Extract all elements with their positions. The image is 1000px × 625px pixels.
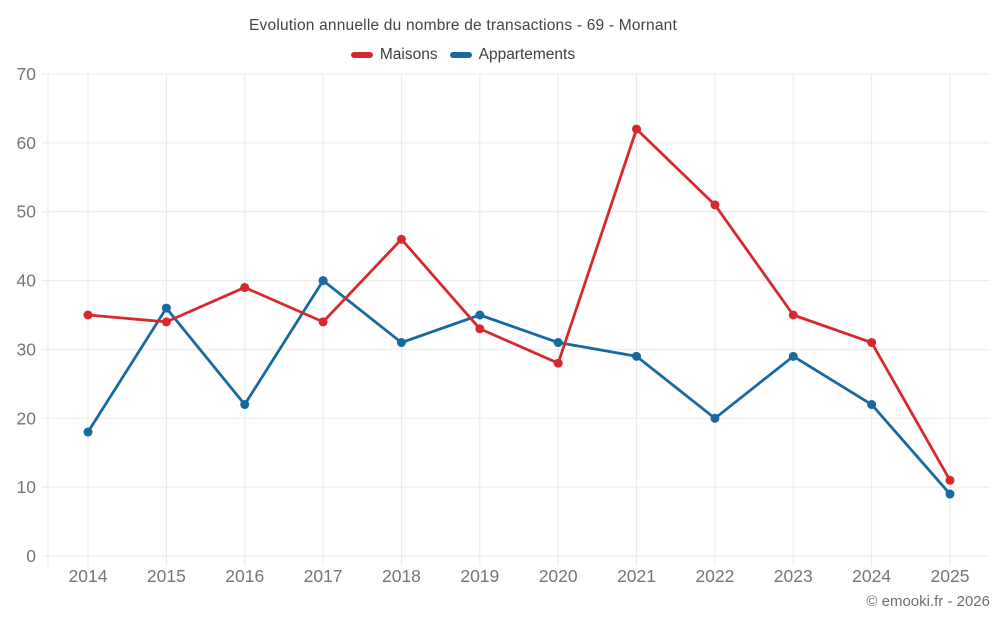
point-maisons-2022[interactable]	[710, 200, 720, 210]
x-tick-label-2017: 2017	[304, 566, 343, 586]
point-maisons-2024[interactable]	[867, 338, 877, 348]
legend-label-appartements: Appartements	[478, 46, 576, 63]
x-tick-label-2024: 2024	[852, 566, 891, 586]
point-appartements-2023[interactable]	[788, 351, 798, 361]
point-appartements-2015[interactable]	[161, 303, 171, 313]
legend-item-appartements[interactable]: Appartements	[449, 46, 576, 64]
x-tick-label-2022: 2022	[695, 566, 734, 586]
x-tick-label-2020: 2020	[539, 566, 578, 586]
x-tick-label-2023: 2023	[774, 566, 813, 586]
y-tick-label-40: 40	[17, 271, 37, 291]
point-maisons-2023[interactable]	[788, 310, 798, 320]
point-maisons-2017[interactable]	[318, 317, 328, 327]
y-tick-label-60: 60	[17, 133, 37, 153]
x-tick-label-2018: 2018	[382, 566, 421, 586]
y-tick-label-50: 50	[17, 202, 37, 222]
x-tick-label-2021: 2021	[617, 566, 656, 586]
x-tick-label-2015: 2015	[147, 566, 186, 586]
chart-legend: Maisons Appartements	[0, 46, 926, 64]
x-tick-label-2025: 2025	[931, 566, 970, 586]
point-appartements-2024[interactable]	[867, 400, 877, 410]
legend-label-maisons: Maisons	[379, 46, 438, 63]
point-maisons-2020[interactable]	[553, 358, 563, 368]
y-tick-label-10: 10	[17, 477, 37, 497]
line-maisons	[86, 127, 952, 482]
x-tick-label-2019: 2019	[460, 566, 499, 586]
y-tick-label-30: 30	[17, 339, 37, 359]
point-appartements-2017[interactable]	[318, 276, 328, 286]
point-appartements-2025[interactable]	[945, 489, 955, 499]
y-tick-label-70: 70	[17, 64, 37, 84]
copyright-watermark: © emooki.fr - 2026	[866, 593, 990, 610]
point-appartements-2021[interactable]	[632, 351, 642, 361]
y-tick-label-20: 20	[17, 408, 37, 428]
point-appartements-2014[interactable]	[83, 427, 93, 437]
point-maisons-2019[interactable]	[475, 324, 485, 334]
chart-title: Evolution annuelle du nombre de transact…	[249, 17, 677, 34]
point-appartements-2019[interactable]	[475, 310, 485, 320]
point-maisons-2015[interactable]	[161, 317, 171, 327]
point-maisons-2016[interactable]	[240, 282, 250, 292]
point-appartements-2018[interactable]	[396, 338, 406, 348]
x-tick-label-2016: 2016	[225, 566, 264, 586]
y-tick-label-0: 0	[26, 546, 36, 566]
point-maisons-2021[interactable]	[632, 124, 642, 134]
point-maisons-2014[interactable]	[83, 310, 93, 320]
point-appartements-2016[interactable]	[240, 400, 250, 410]
point-maisons-2025[interactable]	[945, 475, 955, 485]
point-maisons-2018[interactable]	[396, 234, 406, 244]
legend-swatch-appartements	[449, 52, 472, 58]
point-appartements-2020[interactable]	[553, 338, 563, 348]
x-tick-label-2014: 2014	[69, 566, 108, 586]
legend-swatch-maisons	[350, 52, 373, 58]
point-appartements-2022[interactable]	[710, 413, 720, 423]
legend-item-maisons[interactable]: Maisons	[350, 46, 438, 64]
line-appartements	[86, 279, 952, 496]
